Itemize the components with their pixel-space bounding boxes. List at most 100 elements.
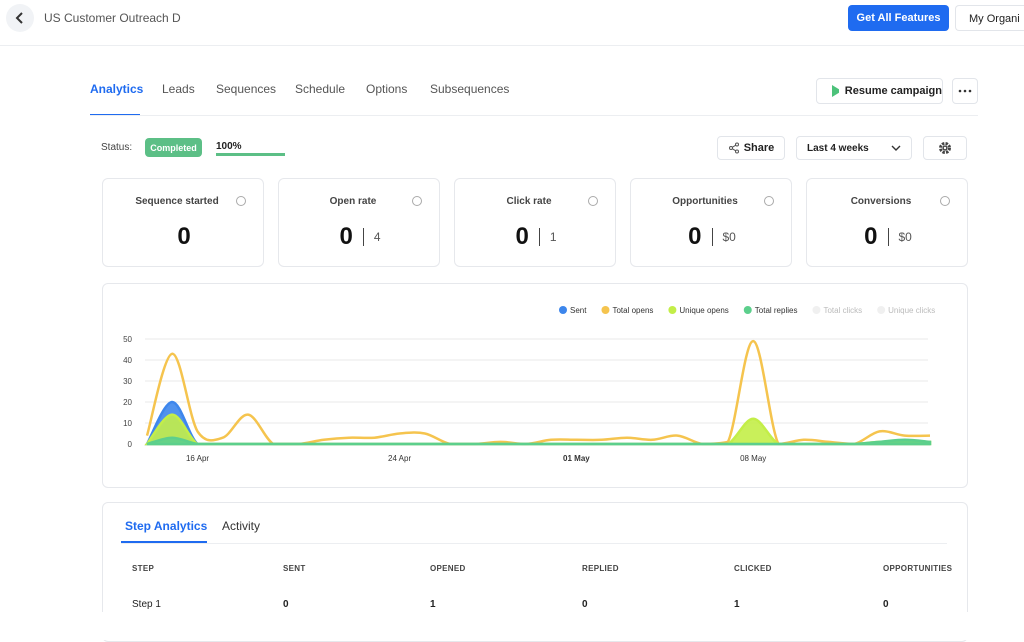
table-header: OPENED [430, 564, 466, 573]
legend-marker [559, 306, 567, 314]
header-divider [0, 45, 1024, 46]
x-tick-label: 24 Apr [388, 454, 411, 463]
date-range-label: Last 4 weeks [807, 142, 869, 154]
info-icon [412, 196, 422, 206]
metric-title: Open rate [329, 196, 377, 207]
legend-marker [601, 306, 610, 314]
step-tab[interactable]: Activity [222, 519, 261, 533]
metric-values: 0 $0 [631, 223, 793, 251]
metric-secondary: 1 [549, 230, 557, 244]
y-tick-label: 40 [123, 356, 132, 365]
tab[interactable]: Options [366, 82, 408, 96]
legend-label[interactable]: Total replies [755, 306, 798, 315]
metric-secondary: $0 [722, 230, 736, 244]
organization-button[interactable]: My Organi [955, 5, 1024, 31]
metric-title: Opportunities [672, 196, 738, 207]
metric-separator [362, 228, 364, 246]
share-label: Share [743, 142, 775, 154]
table-cell: 0 [283, 599, 289, 610]
info-icon [940, 196, 950, 206]
metric-value: 0 [688, 223, 702, 250]
table-cell: 1 [734, 599, 740, 610]
legend-label[interactable]: Sent [570, 306, 587, 315]
metric-card: Sequence started 0 [102, 178, 264, 267]
legend-marker [743, 306, 752, 314]
status-badge: Completed [145, 138, 202, 157]
metric-card: Opportunities 0 $0 [630, 178, 792, 267]
legend-marker [877, 306, 886, 314]
metric-value: 0 [515, 223, 529, 250]
upgrade-button[interactable]: Get All Features [848, 5, 949, 31]
metric-title: Conversions [850, 196, 912, 207]
metric-value: 0 [339, 223, 353, 250]
gear-icon [939, 142, 951, 154]
area [146, 436, 932, 446]
y-tick-label: 50 [123, 335, 132, 344]
back-button[interactable] [6, 4, 34, 32]
step-tabs-divider [121, 543, 947, 544]
page-bottom [0, 612, 1024, 640]
metric-separator [538, 228, 540, 246]
x-tick-label: 01 May [563, 454, 590, 463]
legend-label[interactable]: Total opens [612, 306, 653, 315]
metric-values: 0 [103, 223, 265, 251]
metric-separator [711, 228, 713, 246]
legend-label[interactable]: Total clicks [823, 306, 862, 315]
chart: 0 10 20 30 40 50 16 Apr 24 Apr 01 May 08 May Sent T… [123, 306, 935, 463]
x-tick-label: 16 Apr [186, 454, 209, 463]
metric-card: Click rate 0 1 [454, 178, 616, 267]
resume-button[interactable]: Resume campaign [816, 78, 943, 104]
back-icon [15, 12, 23, 24]
y-tick-label: 20 [123, 398, 132, 407]
legend-marker [812, 306, 821, 314]
share-icon [728, 142, 739, 154]
tab[interactable]: Sequences [216, 82, 277, 96]
info-icon [236, 196, 246, 206]
date-range-dropdown[interactable]: Last 4 weeks [796, 136, 912, 160]
more-button[interactable] [952, 78, 978, 104]
tab[interactable]: Analytics [90, 82, 144, 96]
metric-value: 0 [864, 223, 878, 250]
tab[interactable]: Schedule [295, 82, 346, 96]
x-tick-label: 08 May [740, 454, 766, 463]
step-tab[interactable]: Step Analytics [125, 519, 208, 533]
campaign-title: US Customer Outreach D [44, 11, 181, 25]
table-header: REPLIED [582, 564, 619, 573]
resume-label: Resume campaign [844, 85, 942, 97]
play-icon [832, 85, 839, 97]
info-icon [588, 196, 598, 206]
table-cell: 1 [430, 599, 436, 610]
tab[interactable]: Leads [162, 82, 195, 96]
legend-label[interactable]: Unique opens [679, 306, 728, 315]
metric-separator [887, 228, 889, 246]
metric-value: 0 [177, 223, 191, 250]
chart-card [102, 283, 968, 488]
table-header: CLICKED [734, 564, 772, 573]
metric-title: Sequence started [135, 196, 219, 207]
y-tick-label: 10 [123, 419, 132, 428]
table-cell: 0 [883, 599, 889, 610]
y-tick-label: 0 [128, 440, 133, 449]
progress-bar [216, 153, 285, 156]
table-cell: Step 1 [132, 599, 161, 610]
table-header: OPPORTUNITIES [883, 564, 953, 573]
info-icon [764, 196, 774, 206]
tab[interactable]: Subsequences [430, 82, 510, 96]
settings-button[interactable] [923, 136, 967, 160]
table-header: STEP [132, 564, 155, 573]
table-header: SENT [283, 564, 306, 573]
legend-label[interactable]: Unique clicks [888, 306, 935, 315]
metric-secondary: $0 [898, 230, 912, 244]
metric-title: Click rate [506, 196, 552, 207]
legend-marker [668, 306, 677, 314]
metric-values: 0 $0 [807, 223, 969, 251]
metric-card: Open rate 0 4 [278, 178, 440, 267]
step-tab-underline [121, 541, 207, 543]
share-button[interactable]: Share [717, 136, 785, 160]
status-label: Status: [101, 142, 133, 153]
table-cell: 0 [582, 599, 588, 610]
line [145, 339, 931, 446]
progress-label: 100% [216, 141, 242, 152]
